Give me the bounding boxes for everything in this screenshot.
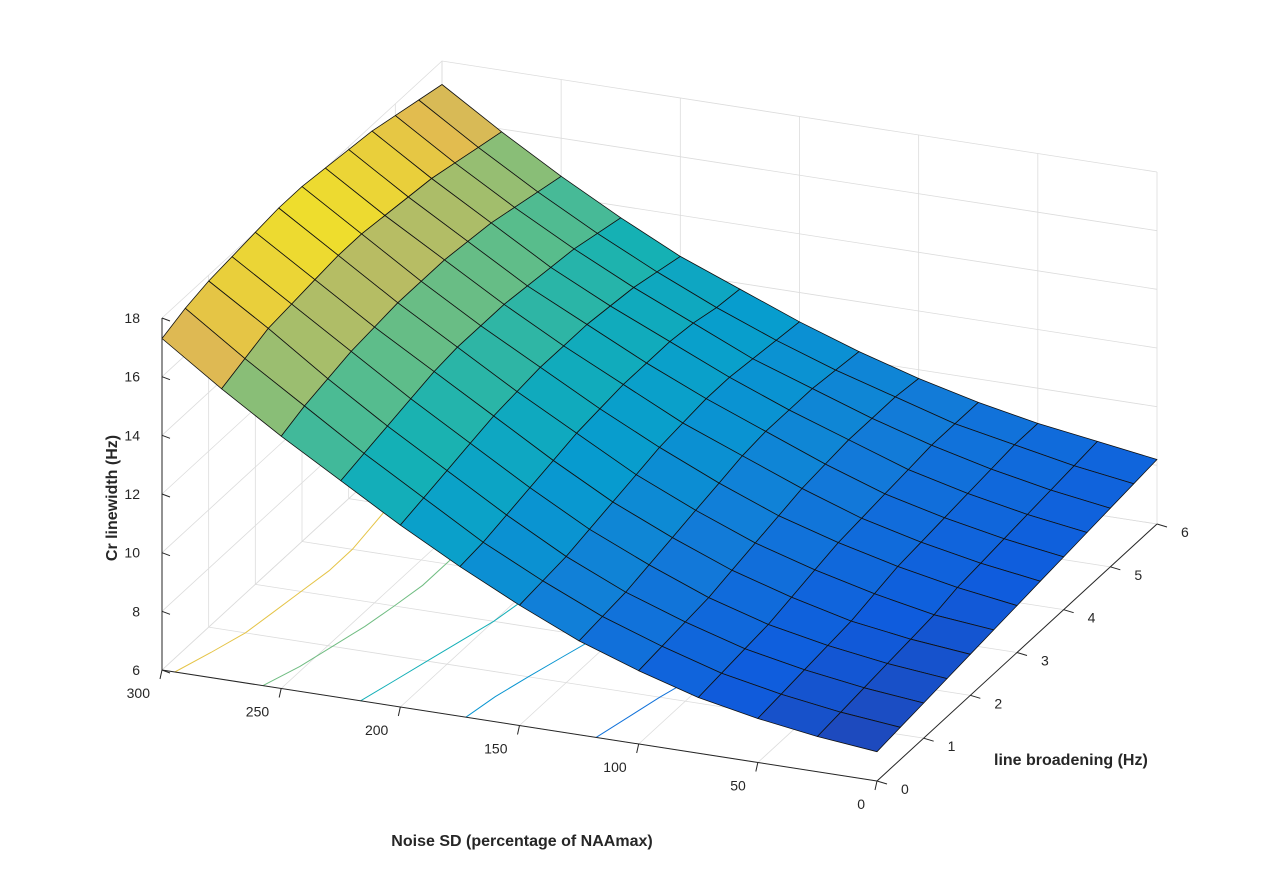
y-tick-mark [1063,609,1074,614]
x-tick-mark [278,688,282,698]
z-tick-label: 10 [124,545,140,561]
z-tick-mark [161,610,171,615]
x-tick-mark [636,743,640,754]
z-tick-label: 6 [132,662,140,678]
y-tick-mark [1016,652,1028,656]
z-tick-mark [161,317,171,322]
y-tick-mark [1156,523,1168,528]
x-tick-mark [517,725,520,735]
y-tick-mark [876,780,888,785]
y-tick-label: 5 [1134,567,1142,583]
y-tick-mark [970,694,981,699]
z-tick-label: 18 [124,310,140,326]
z-tick-mark [161,376,171,381]
y-axis-label: line broadening (Hz) [994,752,1148,769]
surface-mesh [161,84,1158,753]
x-tick-label: 150 [484,741,508,757]
z-tick-mark [161,669,171,674]
y-tick-label: 6 [1181,524,1189,540]
z-tick-mark [161,434,171,439]
x-tick-mark [397,706,401,717]
x-tick-mark [159,669,163,680]
y-tick-label: 2 [994,695,1002,711]
z-tick-label: 8 [132,603,140,619]
z-tick-label: 16 [124,369,140,385]
y-tick-mark [1110,566,1121,571]
x-axis-label: Noise SD (percentage of NAAmax) [391,833,652,850]
z-tick-label: 14 [124,427,140,443]
y-tick-label: 3 [1041,653,1049,669]
z-tick-label: 12 [124,486,140,502]
axes-lines [159,317,1168,791]
y-tick-label: 0 [901,781,909,797]
x-tick-label: 50 [730,778,746,794]
y-tick-label: 1 [948,738,956,754]
x-tick-label: 300 [127,685,151,701]
x-tick-mark [755,762,759,772]
x-tick-label: 250 [246,704,270,720]
z-axis-label: Cr linewidth (Hz) [104,435,121,561]
y-tick-mark [923,737,934,742]
z-tick-mark [161,552,171,557]
x-tick-label: 100 [603,759,627,775]
surface-patch [817,711,901,753]
x-tick-label: 0 [857,796,865,812]
x-tick-mark [874,780,878,791]
x-tick-label: 200 [365,722,389,738]
y-tick-label: 4 [1088,610,1096,626]
z-tick-mark [161,493,171,498]
